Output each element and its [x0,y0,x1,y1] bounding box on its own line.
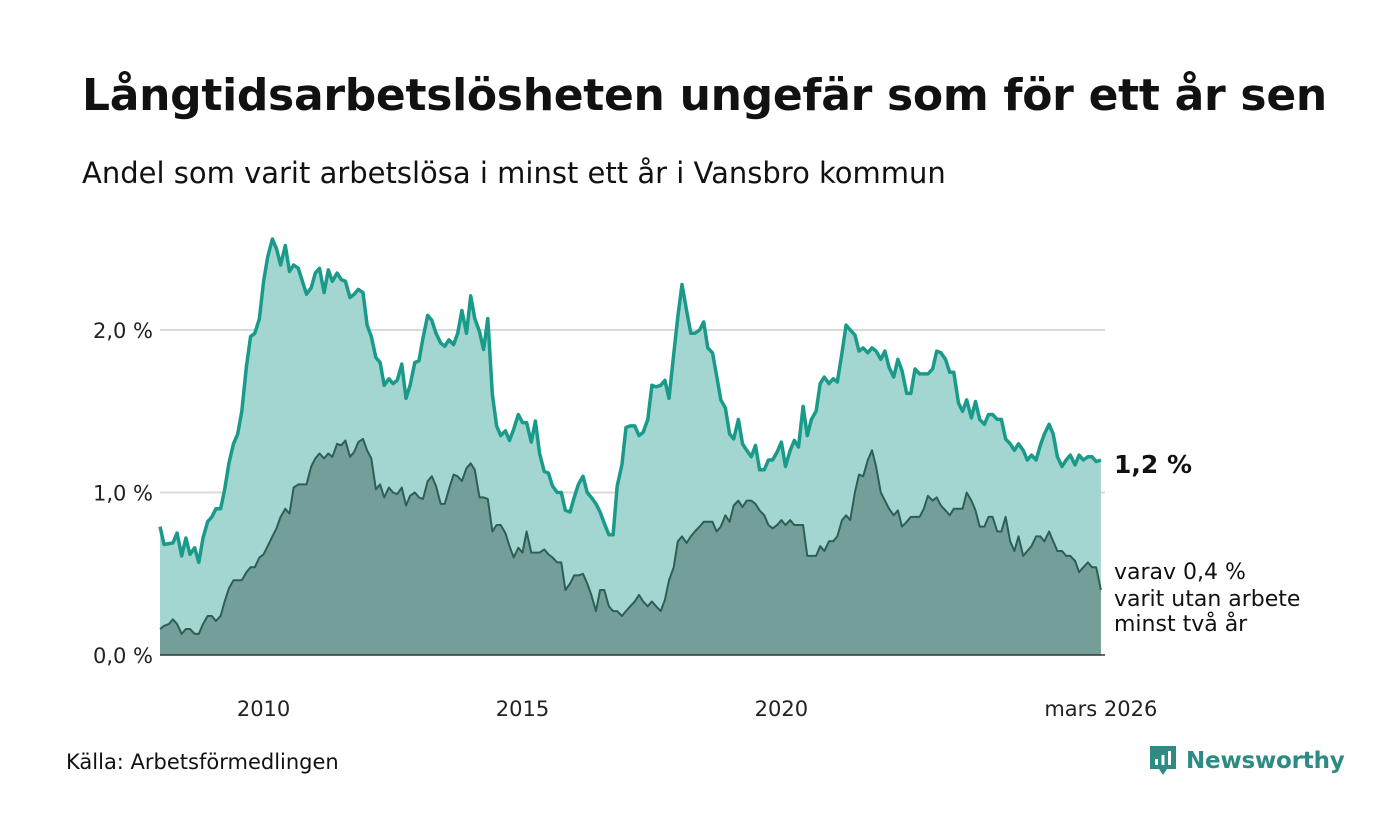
y-tick-label: 2,0 % [93,319,153,343]
annotation-line-2: varit utan arbete [1114,587,1300,612]
line-long-term-unemployed [158,237,1102,565]
x-tick-label: 2015 [496,697,549,721]
line-unemployed-two-years [159,437,1102,635]
brand-logo: Newsworthy [1148,744,1345,778]
x-tick-label: 2020 [755,697,808,721]
source-note: Källa: Arbetsförmedlingen [66,750,339,774]
annotation-line-3: minst två år [1114,611,1248,637]
x-tick-label: 2010 [237,697,290,721]
chart-title: Långtidsarbetslösheten ungefär som för e… [82,70,1327,121]
y-tick-label: 0,0 % [93,644,153,668]
y-tick-label: 1,0 % [93,482,153,506]
x-tick-label: mars 2026 [1044,697,1157,721]
area-unemployed-two-years [160,438,1101,655]
brand-name: Newsworthy [1186,748,1345,774]
chart-subtitle: Andel som varit arbetslösa i minst ett å… [82,156,946,190]
last-value-label: 1,2 % [1114,450,1192,479]
newsworthy-logo-icon [1150,746,1176,775]
annotation-line-1: varav 0,4 % [1114,560,1246,585]
